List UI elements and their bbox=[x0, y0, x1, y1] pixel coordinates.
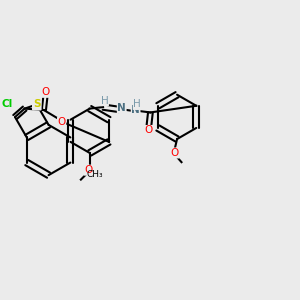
Text: O: O bbox=[41, 87, 50, 97]
Text: CH₃: CH₃ bbox=[87, 170, 103, 179]
Text: O: O bbox=[58, 118, 66, 128]
Text: N: N bbox=[131, 105, 140, 116]
Text: H: H bbox=[101, 96, 108, 106]
Text: H: H bbox=[133, 99, 141, 110]
Text: O: O bbox=[84, 165, 92, 175]
Text: S: S bbox=[33, 100, 40, 110]
Text: N: N bbox=[117, 103, 126, 113]
Text: O: O bbox=[171, 148, 179, 158]
Text: Cl: Cl bbox=[2, 99, 13, 109]
Text: O: O bbox=[145, 125, 153, 136]
